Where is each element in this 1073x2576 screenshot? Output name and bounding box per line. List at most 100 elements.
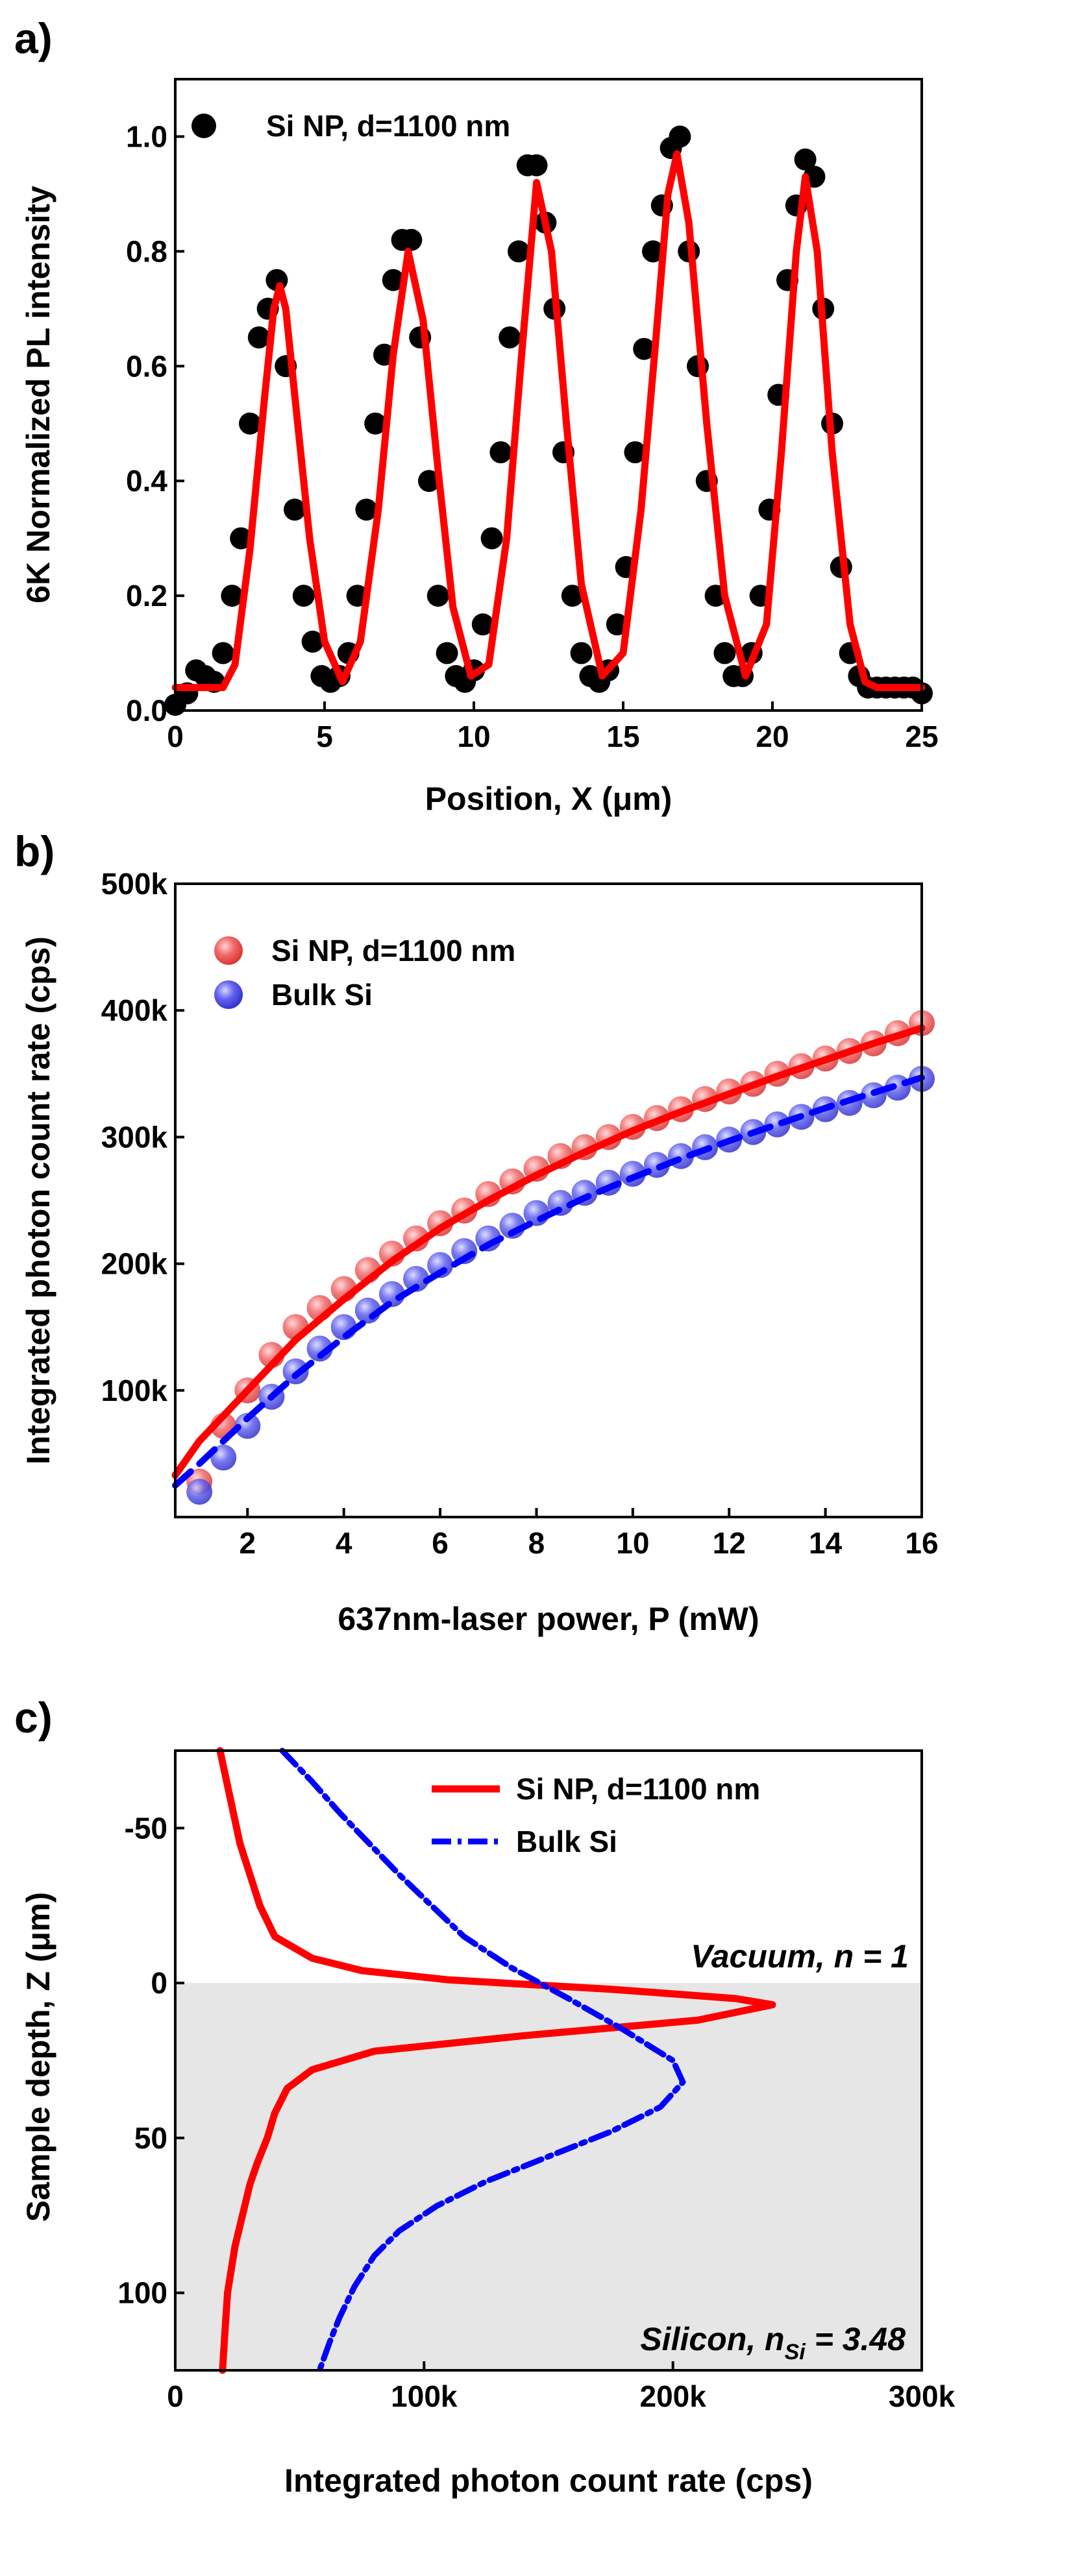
panel-b-x-tick-label: 2 bbox=[239, 1526, 256, 1560]
panel-a-data-point bbox=[561, 585, 584, 607]
panel-b-y-tick-label: 400k bbox=[101, 993, 168, 1027]
panel-a-y-axis-label: 6K Normalized PL intensity bbox=[20, 186, 56, 603]
panel-c-x-tick-label: 300k bbox=[889, 2379, 956, 2413]
panel-b-bulk-point bbox=[764, 1111, 791, 1137]
panel-b-x-tick-label: 4 bbox=[336, 1526, 352, 1560]
panel-a-data-point bbox=[436, 642, 458, 664]
panel-c-y-tick-label: 50 bbox=[134, 2121, 167, 2155]
panel-b-x-axis-label: 637nm-laser power, P (mW) bbox=[338, 1601, 759, 1637]
panel-a-data-point bbox=[418, 470, 440, 492]
panel-b-legend-label-si-np: Si NP, d=1100 nm bbox=[271, 934, 515, 967]
panel-a-legend: Si NP, d=1100 nm bbox=[191, 109, 510, 143]
panel-c-x-tick-label: 200k bbox=[639, 2379, 706, 2413]
panel-b-bulk-point bbox=[186, 1479, 213, 1505]
panel-a-data-point bbox=[633, 337, 656, 360]
panel-c-ticks: 0 100k 200k 300k -50 0 50 100 bbox=[117, 1811, 955, 2413]
panel-b-legend-label-bulk: Bulk Si bbox=[271, 978, 373, 1012]
panel-a-data-point bbox=[239, 412, 261, 435]
panel-a-data-point bbox=[489, 441, 512, 463]
panel-a-y-tick-label: 0.2 bbox=[126, 579, 167, 613]
silicon-annotation-tail: = 3.48 bbox=[806, 2321, 906, 2357]
panel-b-si-np-fit-line bbox=[171, 1025, 926, 1479]
panel-c-label: c) bbox=[14, 1694, 53, 1742]
panel-a-frame bbox=[174, 78, 923, 712]
panel-a-data-point bbox=[221, 585, 243, 607]
panel-b-legend-marker-si-np bbox=[214, 936, 243, 965]
panel-a-y-tick-label: 0.6 bbox=[126, 349, 167, 383]
panel-a-legend-marker bbox=[191, 114, 216, 138]
panel-c-y-tick-label: -50 bbox=[125, 1811, 167, 1845]
panel-b-x-tick-label: 12 bbox=[713, 1526, 746, 1560]
panel-a-x-tick-label: 20 bbox=[756, 720, 789, 753]
panel-a-data-point bbox=[499, 326, 521, 348]
panel-a-y-tick-label: 0.4 bbox=[126, 464, 167, 498]
panel-b-bulk-point bbox=[403, 1266, 429, 1292]
panel-b-legend-marker-bulk bbox=[214, 980, 243, 1009]
panel-a-data-point bbox=[508, 240, 530, 263]
panel-a-data-point bbox=[364, 412, 387, 435]
panel-c: c) 0 100k 200k 300k -50 0 50 100 Si NP, d=1100 … bbox=[14, 1694, 956, 2499]
panel-b-x-tick-label: 14 bbox=[809, 1526, 843, 1560]
panel-b: b) 2 4 6 8 10 12 14 16 100k 200k 300k 400k 500k Si N… bbox=[14, 827, 939, 1637]
panel-b-bulk-fit-line bbox=[172, 1074, 925, 1489]
panel-a-data-point bbox=[247, 326, 270, 348]
panel-a-data-point bbox=[212, 642, 234, 664]
panel-b-ticks: 2 4 6 8 10 12 14 16 100k 200k 300k 400k 500k bbox=[101, 867, 939, 1560]
panel-c-series bbox=[216, 1747, 776, 2374]
panel-b-y-tick-label: 200k bbox=[101, 1247, 168, 1281]
panel-a-data-point bbox=[570, 642, 593, 664]
panel-c-legend-label-bulk: Bulk Si bbox=[516, 1825, 617, 1858]
panel-a-y-tick-label: 1.0 bbox=[126, 119, 167, 153]
panel-a-x-tick-label: 25 bbox=[905, 720, 938, 753]
panel-a-data-point bbox=[292, 585, 315, 607]
panel-c-legend: Si NP, d=1100 nm Bulk Si bbox=[432, 1772, 760, 1858]
panel-a-y-tick-label: 0.0 bbox=[126, 694, 167, 727]
panel-b-frame bbox=[174, 882, 923, 1518]
vacuum-annotation-main: Vacuum, bbox=[691, 1938, 833, 1975]
panel-a-data-point bbox=[284, 498, 306, 521]
panel-b-y-axis-label: Integrated photon count rate (cps) bbox=[20, 936, 56, 1464]
panel-a-data-point bbox=[382, 269, 404, 291]
panel-c-frame bbox=[174, 1749, 923, 2372]
panel-c-x-axis-label: Integrated photon count rate (cps) bbox=[284, 2462, 813, 2499]
panel-b-series bbox=[171, 1010, 935, 1505]
panel-b-y-tick-label: 300k bbox=[101, 1120, 168, 1154]
panel-a-data-point bbox=[480, 527, 503, 550]
panel-a-data-point bbox=[624, 441, 647, 463]
silicon-region bbox=[175, 1983, 922, 2370]
panel-a-data-point bbox=[525, 154, 548, 176]
panel-c-si-np-line bbox=[216, 1747, 776, 2374]
panel-c-y-tick-label: 100 bbox=[117, 2276, 167, 2310]
panel-b-x-tick-label: 16 bbox=[905, 1526, 938, 1560]
panel-a-legend-label: Si NP, d=1100 nm bbox=[266, 109, 510, 143]
silicon-annotation: Silicon, nSi = 3.48 bbox=[640, 2321, 906, 2364]
panel-a: a) 0 5 10 15 20 25 0.0 0.2 0.4 0.6 0.8 1.0 Si NP, d… bbox=[14, 14, 939, 817]
panel-c-legend-label-si-np: Si NP, d=1100 nm bbox=[516, 1772, 760, 1806]
panel-a-fit-line bbox=[171, 150, 926, 692]
panel-a-y-tick-label: 0.8 bbox=[126, 234, 167, 268]
panel-a-series bbox=[164, 125, 933, 716]
panel-c-y-axis-label: Sample depth, Z (μm) bbox=[20, 1892, 56, 2222]
panel-c-x-tick-label: 0 bbox=[167, 2379, 184, 2413]
panel-b-bulk-point bbox=[234, 1413, 261, 1439]
panel-a-data-point bbox=[669, 125, 691, 148]
panel-b-y-tick-label: 500k bbox=[101, 867, 168, 901]
panel-a-data-point bbox=[400, 228, 423, 251]
panel-c-y-tick-label: 0 bbox=[151, 1966, 167, 2000]
panel-b-x-tick-label: 10 bbox=[616, 1526, 649, 1560]
panel-c-bulk-line bbox=[279, 1747, 686, 2374]
panel-a-x-tick-label: 0 bbox=[167, 720, 184, 753]
panel-b-x-tick-label: 6 bbox=[432, 1526, 449, 1560]
silicon-annotation-sub: Si bbox=[785, 2340, 807, 2364]
panel-a-data-point bbox=[301, 630, 324, 653]
vacuum-annotation-tail: n = 1 bbox=[834, 1938, 909, 1975]
panel-a-x-axis-label: Position, X (μm) bbox=[425, 781, 672, 817]
panel-b-x-tick-label: 8 bbox=[528, 1526, 545, 1560]
panel-a-data-point bbox=[471, 613, 494, 636]
panel-a-x-tick-label: 5 bbox=[316, 720, 333, 753]
silicon-annotation-main: Silicon, n bbox=[640, 2321, 784, 2357]
panel-a-ticks: 0 5 10 15 20 25 0.0 0.2 0.4 0.6 0.8 1.0 bbox=[126, 119, 939, 753]
panel-a-data-point bbox=[642, 240, 664, 263]
vacuum-annotation: Vacuum, n = 1 bbox=[691, 1938, 909, 1975]
